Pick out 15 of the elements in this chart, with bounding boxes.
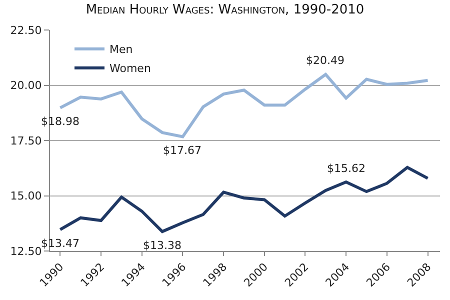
- y-tick-label: 20.00: [10, 79, 42, 92]
- annotation: $13.47: [41, 237, 80, 250]
- y-tick-label: 17.50: [10, 134, 42, 148]
- legend-label: Men: [110, 43, 133, 56]
- annotation: $15.62: [327, 162, 366, 175]
- y-tick-label: 12.50: [10, 244, 42, 258]
- chart-title: Median Hourly Wages: Washington, 1990-2010: [86, 2, 364, 18]
- annotation: $18.98: [41, 115, 80, 128]
- annotation: $17.67: [163, 144, 202, 157]
- line-series: [58, 166, 430, 234]
- annotation: $13.38: [143, 239, 182, 252]
- legend-label: Women: [110, 62, 151, 76]
- annotation: $20.49: [306, 54, 344, 67]
- y-tick-label: 15.00: [10, 190, 42, 203]
- y-tick-label: 22.50: [10, 24, 42, 37]
